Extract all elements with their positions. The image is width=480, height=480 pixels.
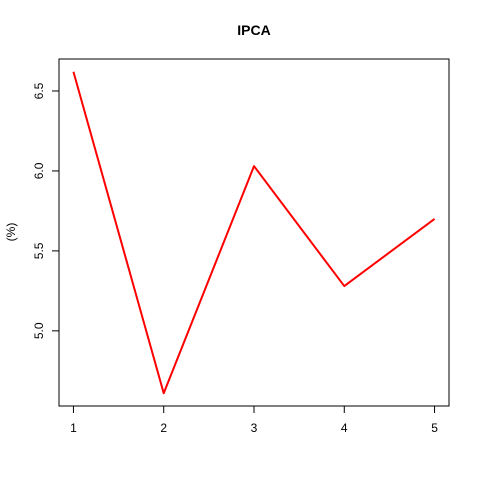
series-line <box>72 71 436 395</box>
x-tick-label: 4 <box>341 421 348 435</box>
series-layer <box>72 71 436 395</box>
x-tick-label: 5 <box>431 421 438 435</box>
y-tick-label: 6.5 <box>32 82 46 99</box>
y-tick-label: 5.5 <box>32 242 46 259</box>
y-axis: 5.0 5.5 6.0 6.5 <box>32 82 60 339</box>
y-tick-label: 6.0 <box>32 162 46 179</box>
plot-box <box>58 58 450 407</box>
y-tick-label: 5.0 <box>32 322 46 339</box>
x-tick-label: 1 <box>70 421 77 435</box>
x-axis: 1 2 3 4 5 <box>70 405 438 435</box>
y-axis-label: (%) <box>4 223 18 242</box>
x-tick-label: 2 <box>160 421 167 435</box>
x-tick-label: 3 <box>251 421 258 435</box>
chart-title: IPCA <box>237 22 270 38</box>
